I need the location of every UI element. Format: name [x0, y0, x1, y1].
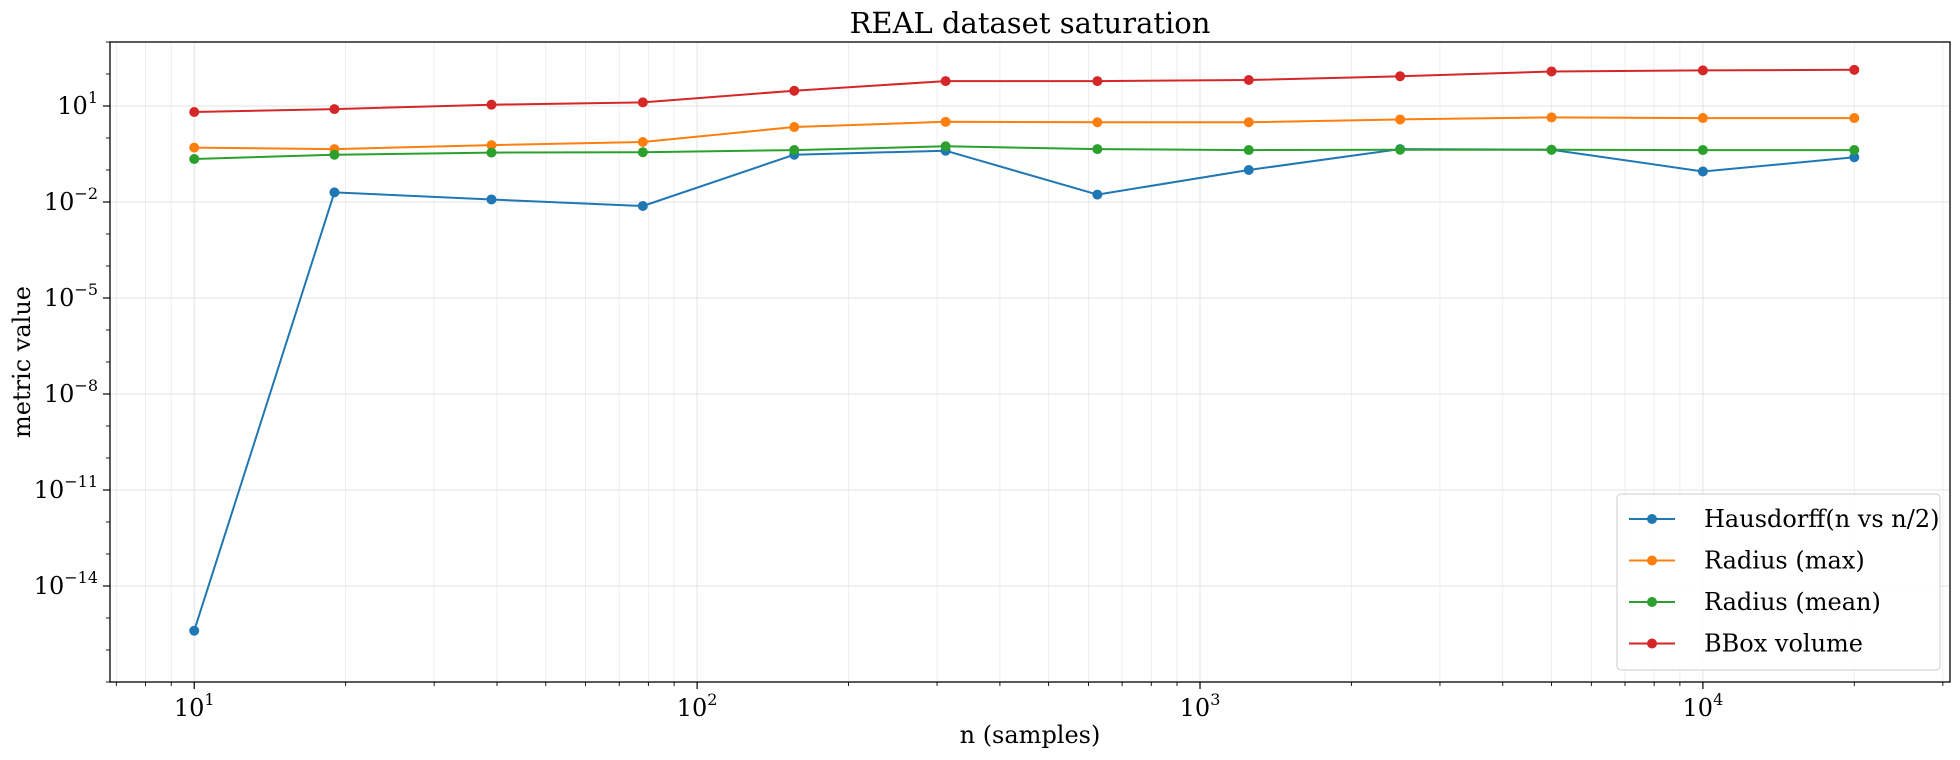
x-tick-label: 101 [174, 690, 215, 722]
y-tick-label: 10−14 [34, 568, 98, 600]
data-point [637, 97, 648, 108]
data-point [189, 106, 200, 117]
data-point [1092, 144, 1103, 155]
data-point [1697, 145, 1708, 156]
legend-box [1616, 493, 1941, 671]
data-point [1092, 117, 1103, 128]
legend-marker [1647, 555, 1657, 566]
data-point [1243, 145, 1254, 156]
legend-marker [1647, 597, 1657, 607]
data-point [329, 104, 340, 115]
data-point [789, 122, 800, 133]
legend-label: Hausdorff(n vs n/2) [1704, 505, 1939, 533]
data-point [789, 85, 800, 96]
data-point [637, 147, 648, 158]
data-point [789, 145, 800, 156]
data-point [1243, 165, 1254, 175]
data-point [1395, 114, 1406, 125]
data-point [329, 187, 340, 198]
data-point [1546, 66, 1557, 77]
x-axis-label: n (samples) [960, 721, 1101, 749]
data-point [189, 142, 200, 153]
data-point [1546, 144, 1557, 155]
data-point [486, 194, 497, 205]
y-tick-label: 10−11 [34, 472, 98, 504]
y-tick-label: 10−8 [44, 376, 98, 408]
grid [110, 42, 1950, 682]
y-tick-label: 101 [57, 88, 98, 120]
data-point [637, 200, 648, 211]
legend: Hausdorff(n vs n/2) Radius (max) Radius (m… [1616, 493, 1941, 671]
legend-label: Radius (mean) [1704, 588, 1881, 616]
data-point [940, 141, 951, 152]
series-line [194, 145, 1855, 160]
data-point [1849, 145, 1860, 156]
x-tick-label: 103 [1180, 690, 1221, 722]
data-point [1849, 113, 1860, 124]
ticks: 101 102 103 104 101 10−2 10−5 10−8 10−11 10−14 [34, 41, 1944, 722]
series-layer [189, 64, 1860, 636]
data-point [1395, 144, 1406, 155]
legend-label: Radius (max) [1704, 547, 1865, 575]
chart-title: REAL dataset saturation [850, 6, 1211, 40]
data-point [1849, 152, 1860, 163]
data-point [1546, 112, 1557, 123]
series-3 [189, 64, 1860, 117]
data-point [1697, 65, 1708, 76]
data-point [189, 625, 200, 636]
data-point [1092, 76, 1103, 87]
data-point [1395, 71, 1406, 82]
x-tick-label: 104 [1683, 690, 1724, 722]
legend-marker [1647, 514, 1657, 524]
series-line [194, 68, 1855, 113]
series-1 [189, 112, 1860, 155]
data-point [1243, 117, 1254, 128]
legend-label: BBox volume [1704, 630, 1863, 658]
data-point [329, 149, 340, 160]
data-point [940, 76, 951, 87]
data-point [1243, 74, 1254, 85]
legend-marker [1647, 638, 1657, 649]
y-tick-label: 10−5 [44, 280, 98, 312]
x-tick-label: 102 [677, 690, 718, 722]
series-line [193, 148, 1855, 632]
data-point [1697, 113, 1708, 124]
data-point [486, 140, 497, 151]
series-2 [189, 141, 1860, 165]
data-point [1092, 189, 1103, 200]
data-point [486, 99, 497, 110]
y-axis-label: metric value [8, 286, 36, 438]
y-tick-label: 10−2 [44, 184, 98, 216]
data-point [189, 154, 200, 165]
data-point [940, 116, 951, 127]
data-point [1697, 166, 1708, 177]
data-point [486, 147, 497, 158]
series-line [194, 116, 1855, 151]
data-point [1849, 64, 1860, 75]
data-point [637, 136, 648, 147]
